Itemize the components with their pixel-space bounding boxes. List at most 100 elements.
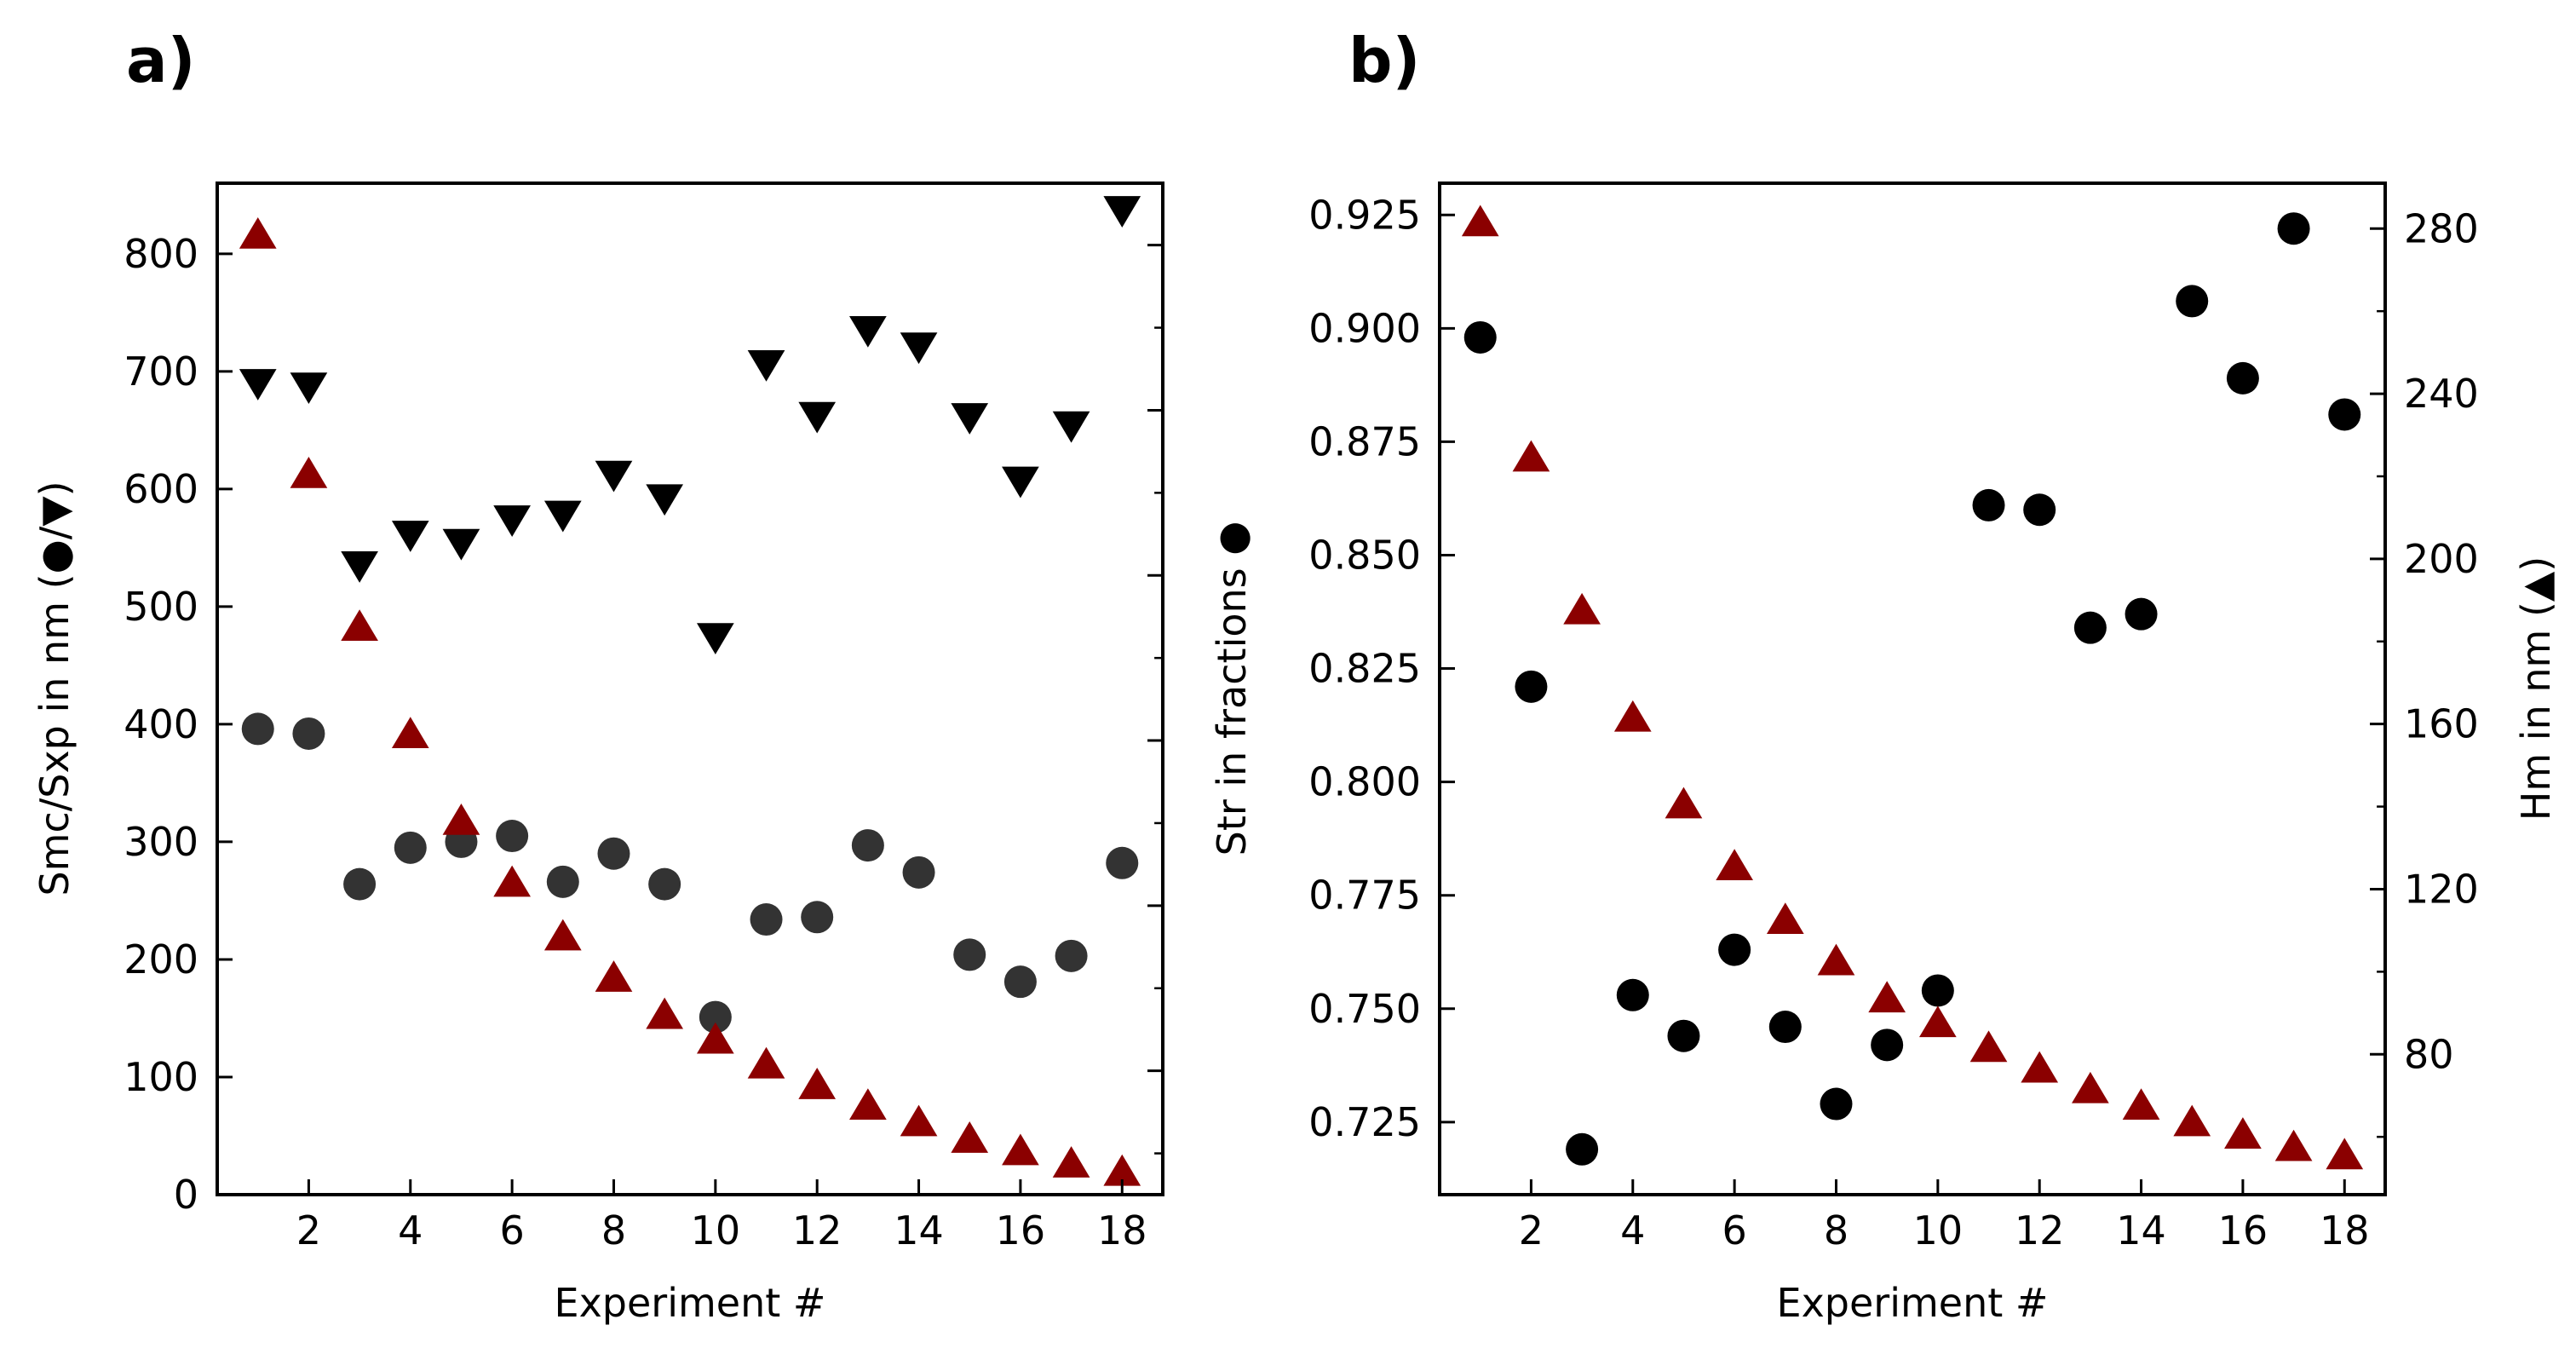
point-str-b — [1871, 1028, 1904, 1062]
x-tick-label-b: 10 — [1913, 1207, 1964, 1253]
y-right-tick-label-b: 120 — [2404, 866, 2479, 912]
point-hm-b — [2274, 1129, 2313, 1161]
point-str-b — [1972, 488, 2005, 521]
x-tick-label-b: 14 — [2116, 1207, 2166, 1253]
y-tick-label-a: 200 — [124, 936, 198, 982]
point-sxp-a — [595, 460, 633, 493]
y-tick-label-a: 800 — [124, 231, 198, 277]
panel-b: b) 2 4 6 8 10 12 14 16 18 0.725 0.750 0.775 0.800 0.8… — [1209, 25, 2559, 1326]
x-tick-label-a: 12 — [792, 1207, 842, 1253]
point-hm-b — [1817, 943, 1855, 976]
point-hm-a — [747, 1046, 785, 1079]
y-right-tick-label-b: 200 — [2404, 536, 2479, 582]
y-tick-label-b: 0.875 — [1308, 418, 1421, 464]
x-tick-label-b: 2 — [1519, 1207, 1544, 1253]
point-sxp-a — [900, 332, 938, 365]
point-smc-a — [1003, 965, 1037, 999]
x-tick-label-a: 18 — [1097, 1207, 1147, 1253]
y-right-tick-label-b: 280 — [2404, 205, 2479, 251]
y-tick-label-a: 500 — [124, 584, 198, 630]
point-smc-a — [648, 867, 681, 901]
point-hm-a — [1103, 1154, 1141, 1186]
x-tick-label-a: 2 — [296, 1207, 321, 1253]
point-hm-a — [951, 1121, 989, 1153]
point-str-b — [1718, 933, 1751, 966]
point-str-b — [1566, 1132, 1599, 1166]
y-tick-label-a: 100 — [124, 1054, 198, 1100]
y-tick-label-b: 0.725 — [1308, 1099, 1421, 1145]
point-str-b — [2125, 597, 2158, 631]
point-hm-b — [1716, 849, 1753, 881]
x-tick-label-a: 14 — [894, 1207, 944, 1253]
y-tick-label-b: 0.850 — [1308, 532, 1421, 578]
point-str-b — [1820, 1087, 1853, 1121]
point-sxp-a — [442, 528, 480, 561]
point-hm-b — [1868, 981, 1906, 1013]
point-sxp-a — [747, 349, 785, 382]
point-smc-a — [851, 829, 884, 862]
point-smc-a — [1055, 939, 1088, 972]
point-str-b — [1667, 1019, 1700, 1052]
point-sxp-a — [391, 521, 429, 552]
point-sxp-a — [849, 315, 887, 348]
x-tick-label-a: 16 — [996, 1207, 1046, 1253]
y-tick-label-a: 700 — [124, 349, 198, 395]
plot-frame-a — [216, 181, 1164, 1196]
point-hm-a — [798, 1068, 837, 1099]
point-hm-a — [442, 803, 480, 835]
y-tick-label-a: 600 — [124, 466, 198, 512]
y-tick-label-b: 0.900 — [1308, 305, 1421, 351]
point-smc-a — [496, 820, 529, 853]
point-str-b — [2073, 611, 2107, 644]
point-smc-a — [292, 717, 325, 750]
point-sxp-a — [798, 401, 837, 434]
point-str-b — [1921, 974, 1954, 1007]
point-smc-a — [699, 1000, 732, 1034]
point-str-b — [1515, 670, 1548, 703]
point-sxp-a — [1103, 196, 1141, 228]
point-sxp-a — [239, 369, 277, 400]
x-tick-label-b: 8 — [1824, 1207, 1849, 1253]
point-hm-a — [595, 960, 633, 992]
y-tick-label-a: 400 — [124, 701, 198, 747]
point-hm-a — [646, 997, 684, 1029]
point-str-b — [1463, 320, 1497, 354]
y-tick-label-a: 300 — [124, 819, 198, 865]
point-str-b — [2277, 212, 2310, 245]
x-axis-label-a: Experiment # — [555, 1280, 826, 1326]
y-tick-label-b: 0.925 — [1308, 192, 1421, 238]
y-right-tick-label-b: 80 — [2404, 1031, 2454, 1077]
y-axis-label-b: Str in fractions ● — [1209, 521, 1255, 856]
y-right-tick-label-b: 160 — [2404, 701, 2479, 747]
panel-a: a) 2 4 6 8 10 12 14 16 18 0 100 200 300 400 500 600 700 8… — [32, 25, 1164, 1326]
point-hm-b — [1665, 786, 1703, 819]
x-tick-label-a: 10 — [691, 1207, 741, 1253]
y-tick-label-a: 0 — [174, 1172, 198, 1218]
y-right-tick-label-b: 240 — [2404, 371, 2479, 417]
point-hm-a — [1002, 1133, 1039, 1166]
point-hm-a — [849, 1088, 887, 1121]
point-sxp-a — [543, 500, 582, 533]
point-smc-a — [801, 901, 834, 934]
point-sxp-a — [646, 484, 684, 516]
point-hm-b — [2021, 1051, 2059, 1083]
point-hm-b — [2224, 1117, 2262, 1149]
point-hm-b — [1461, 205, 1499, 237]
point-hm-b — [1918, 1005, 1957, 1038]
x-tick-label-b: 4 — [1620, 1207, 1645, 1253]
point-smc-a — [750, 903, 783, 936]
y-tick-label-b: 0.750 — [1308, 986, 1421, 1032]
x-tick-label-b: 18 — [2320, 1207, 2370, 1253]
point-sxp-a — [290, 372, 328, 405]
point-str-b — [2226, 361, 2259, 395]
point-hm-b — [1563, 592, 1601, 625]
x-tick-label-a: 4 — [398, 1207, 423, 1253]
point-hm-a — [239, 216, 277, 249]
point-hm-a — [1052, 1146, 1090, 1178]
point-sxp-a — [696, 623, 734, 655]
x-tick-label-a: 6 — [499, 1207, 524, 1253]
point-hm-b — [1766, 902, 1804, 935]
point-hm-a — [290, 456, 328, 488]
point-sxp-a — [1052, 411, 1090, 443]
